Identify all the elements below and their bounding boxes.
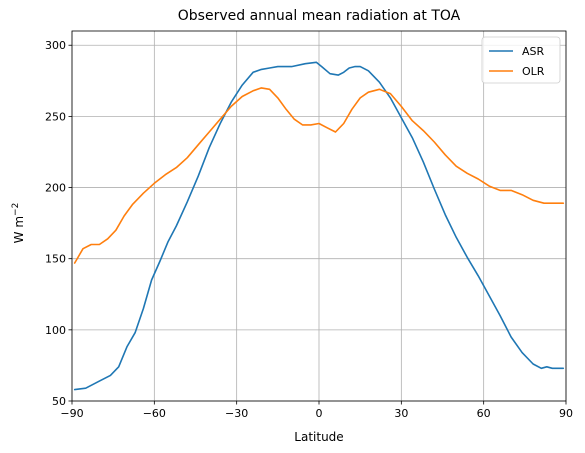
series-layer (73, 61, 565, 391)
x-tick-label: −90 (60, 407, 83, 420)
x-tick-label: 30 (394, 407, 408, 420)
chart-title: Observed annual mean radiation at TOA (178, 8, 461, 24)
x-tick-label: 60 (477, 407, 491, 420)
x-tick-label: −60 (143, 407, 166, 420)
legend-box (481, 36, 561, 84)
legend-label-asr: ASR (522, 45, 545, 58)
y-tick-label: 250 (45, 110, 66, 123)
y-axis-ticks: 50 100 150 200 250 300 (45, 39, 72, 408)
legend-label-olr: OLR (522, 65, 545, 78)
legend: ASR OLR (481, 36, 561, 84)
y-tick-label: 100 (45, 324, 66, 337)
x-tick-label: 0 (316, 407, 323, 420)
y-axis-label-base: W m (12, 216, 26, 243)
grid (71, 31, 567, 402)
x-axis-label: Latitude (294, 430, 343, 444)
x-tick-label: 90 (559, 407, 573, 420)
series-line-olr (73, 87, 565, 264)
y-tick-label: 200 (45, 182, 66, 195)
x-axis-ticks: −90 −60 −30 0 30 60 90 (60, 401, 573, 420)
y-tick-label: 300 (45, 39, 66, 52)
y-tick-label: 150 (45, 253, 66, 266)
y-tick-label: 50 (52, 395, 66, 408)
y-axis-label-exponent: −2 (11, 203, 21, 216)
y-axis-label: W m−2 (11, 203, 26, 244)
x-tick-label: −30 (225, 407, 248, 420)
series-line-asr (73, 61, 565, 391)
